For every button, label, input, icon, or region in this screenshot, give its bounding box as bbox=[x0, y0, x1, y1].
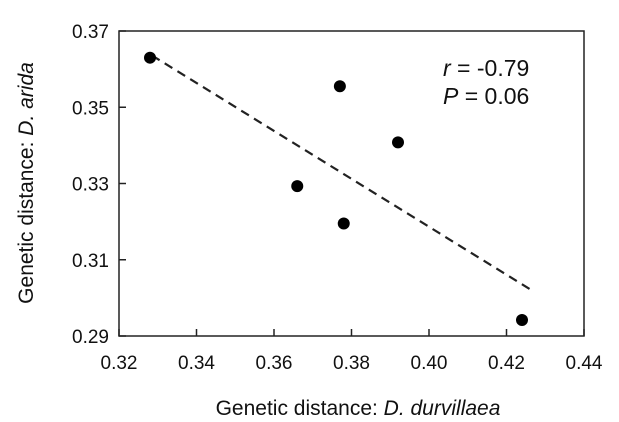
y-axis: 0.29 0.31 0.33 0.35 0.37 bbox=[72, 22, 126, 348]
y-tick-label: 0.35 bbox=[72, 98, 109, 119]
x-axis: 0.32 0.34 0.36 0.38 0.40 0.42 0.44 bbox=[101, 329, 603, 374]
y-tick-label: 0.33 bbox=[72, 175, 109, 196]
x-tick-label: 0.42 bbox=[488, 353, 525, 374]
data-point bbox=[337, 217, 350, 230]
data-point bbox=[333, 80, 346, 93]
x-tick-label: 0.32 bbox=[101, 353, 138, 374]
p-value-label: P = 0.06 bbox=[443, 83, 529, 109]
y-tick-label: 0.29 bbox=[72, 327, 109, 348]
x-tick-label: 0.38 bbox=[333, 353, 370, 374]
y-tick-label: 0.37 bbox=[72, 22, 109, 43]
data-point bbox=[144, 51, 156, 64]
x-tick-label: 0.44 bbox=[566, 353, 603, 374]
correlation-label: r = -0.79 bbox=[443, 55, 529, 81]
data-point bbox=[291, 180, 304, 193]
data-point bbox=[392, 136, 404, 149]
x-tick-label: 0.34 bbox=[178, 353, 215, 374]
x-tick-label: 0.36 bbox=[256, 353, 293, 374]
y-tick-label: 0.31 bbox=[72, 251, 109, 272]
x-tick-label: 0.40 bbox=[411, 353, 448, 374]
x-axis-title: Genetic distance: D. durvillaea bbox=[216, 397, 501, 420]
data-points bbox=[144, 51, 528, 326]
data-point bbox=[516, 313, 528, 326]
y-axis-title: Genetic distance: D. arida bbox=[15, 62, 38, 304]
